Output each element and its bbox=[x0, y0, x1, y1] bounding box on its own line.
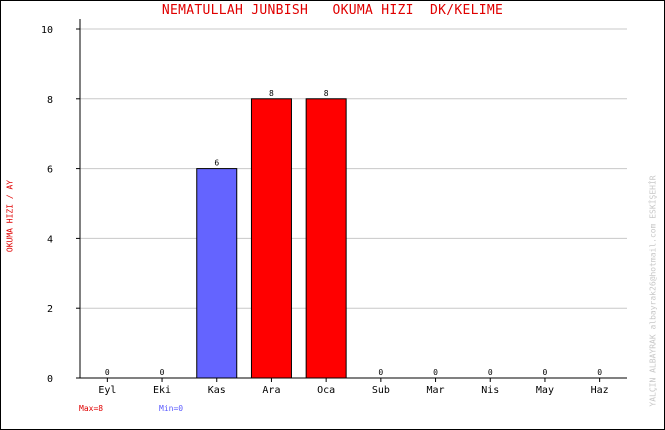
y-tick-label: 6 bbox=[47, 165, 53, 176]
data-label: 0 bbox=[597, 368, 602, 377]
bar bbox=[196, 168, 238, 379]
y-tick-label: 2 bbox=[47, 304, 53, 315]
data-label: 0 bbox=[378, 368, 383, 377]
chart-title: NEMATULLAH JUNBISH OKUMA HIZI DK/KELIME bbox=[161, 3, 504, 18]
bar bbox=[305, 98, 347, 379]
y-tick-label: 8 bbox=[47, 95, 53, 106]
data-label: 0 bbox=[543, 368, 548, 377]
data-label: 8 bbox=[324, 89, 329, 98]
max-label: Max=8 bbox=[79, 404, 104, 413]
x-tick-label: Eyl bbox=[98, 385, 116, 396]
min-label: Min=0 bbox=[159, 404, 184, 413]
x-tick-label: Mar bbox=[427, 385, 445, 396]
x-tick-label: Kas bbox=[208, 385, 226, 396]
x-tick-label: Nis bbox=[481, 385, 499, 396]
y-tick-label: 4 bbox=[47, 234, 53, 245]
data-label: 8 bbox=[269, 89, 274, 98]
data-label: 0 bbox=[488, 368, 493, 377]
x-tick-label: Haz bbox=[591, 385, 609, 396]
y-tick-label: 10 bbox=[41, 25, 53, 36]
x-tick-label: May bbox=[536, 385, 554, 396]
y-tick-label: 0 bbox=[47, 374, 53, 385]
x-tick-label: Eki bbox=[153, 385, 171, 396]
bar bbox=[250, 98, 292, 379]
data-label: 0 bbox=[160, 368, 165, 377]
data-label: 6 bbox=[214, 159, 219, 168]
x-tick-label: Ara bbox=[262, 385, 280, 396]
x-tick-label: Sub bbox=[372, 385, 390, 396]
x-tick-label: Oca bbox=[317, 385, 335, 396]
data-label: 0 bbox=[105, 368, 110, 377]
data-label: 0 bbox=[433, 368, 438, 377]
